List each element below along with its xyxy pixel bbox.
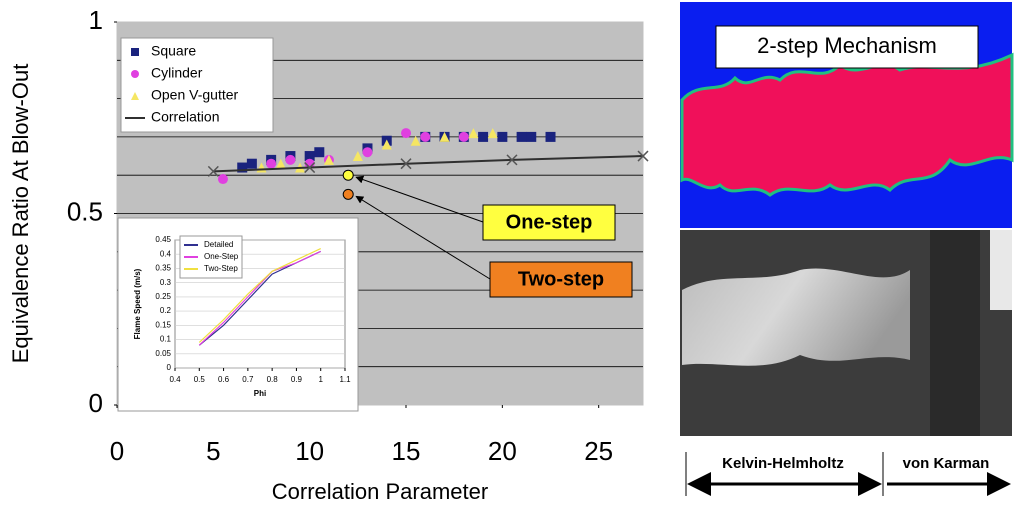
regime-label: Kelvin-Helmholtz <box>722 455 844 472</box>
y-tick-label: 0.15 <box>155 320 171 329</box>
y-tick-label: 0.1 <box>160 335 172 344</box>
legend-label: One-Step <box>204 252 239 261</box>
point <box>497 132 507 142</box>
point <box>526 132 536 142</box>
point <box>362 147 372 157</box>
annotation-label: One-step <box>506 211 593 233</box>
regime-labels: Kelvin-Helmholtz von Karman <box>686 452 1008 496</box>
x-tick-label: 15 <box>392 436 421 466</box>
legend-label: Square <box>151 43 196 59</box>
y-tick-label: 0.35 <box>155 264 171 273</box>
annotation-label: Two-step <box>518 268 604 290</box>
y-tick-label: 0 <box>167 363 172 372</box>
y-tick-label: 1 <box>89 5 103 35</box>
y-axis-label: Equivalence Ratio At Blow-Out <box>8 64 33 364</box>
y-tick-label: 0 <box>89 388 103 418</box>
legend-label: Cylinder <box>151 65 203 81</box>
legend-swatch <box>131 48 139 56</box>
x-tick-label: 1 <box>318 375 323 384</box>
x-tick-label: 0.7 <box>242 375 254 384</box>
y-tick-label: 0.2 <box>160 306 172 315</box>
point <box>517 132 527 142</box>
simulation-image: 2-step Mechanism <box>680 2 1012 228</box>
x-tick-label: 10 <box>295 436 324 466</box>
legend-label: Open V-gutter <box>151 87 239 103</box>
y-tick-label: 0.3 <box>160 278 172 287</box>
x-tick-label: 0.9 <box>291 375 303 384</box>
x-axis-label: Correlation Parameter <box>272 479 488 504</box>
point <box>314 147 324 157</box>
annotation-point <box>343 189 353 199</box>
x-tick-label: 1.1 <box>339 375 351 384</box>
y-tick-label: 0.25 <box>155 292 171 301</box>
point <box>459 132 469 142</box>
legend-label: Detailed <box>204 240 233 249</box>
simulation-title: 2-step Mechanism <box>757 33 937 58</box>
x-tick-label: 0.5 <box>194 375 206 384</box>
regime-label: von Karman <box>903 455 990 472</box>
y-tick-label: 0.4 <box>160 249 172 258</box>
flame-photo <box>680 230 1012 436</box>
point <box>401 128 411 138</box>
point <box>285 155 295 165</box>
point <box>218 174 228 184</box>
point <box>247 159 257 169</box>
x-tick-label: 0.6 <box>218 375 230 384</box>
y-tick-label: 0.45 <box>155 235 171 244</box>
legend-swatch <box>131 70 139 78</box>
x-tick-label: 0.4 <box>169 375 181 384</box>
x-tick-label: 0 <box>110 436 124 466</box>
y-tick-label: 0.5 <box>67 196 103 226</box>
x-tick-label: 5 <box>206 436 220 466</box>
x-tick-label: 20 <box>488 436 517 466</box>
point <box>546 132 556 142</box>
legend-label: Two-Step <box>204 264 238 273</box>
point <box>478 132 488 142</box>
page: 2-step Mechanism Kelvin-Helmholtz von Ka… <box>0 0 1014 510</box>
x-tick-label: 25 <box>584 436 613 466</box>
point <box>420 132 430 142</box>
y-axis-label: Flame Speed (m/s) <box>133 268 142 339</box>
x-axis-label: Phi <box>254 389 266 398</box>
legend-label: Correlation <box>151 109 219 125</box>
annotation-point <box>343 170 353 180</box>
x-tick-label: 0.8 <box>267 375 279 384</box>
point <box>266 159 276 169</box>
y-tick-label: 0.05 <box>155 349 171 358</box>
